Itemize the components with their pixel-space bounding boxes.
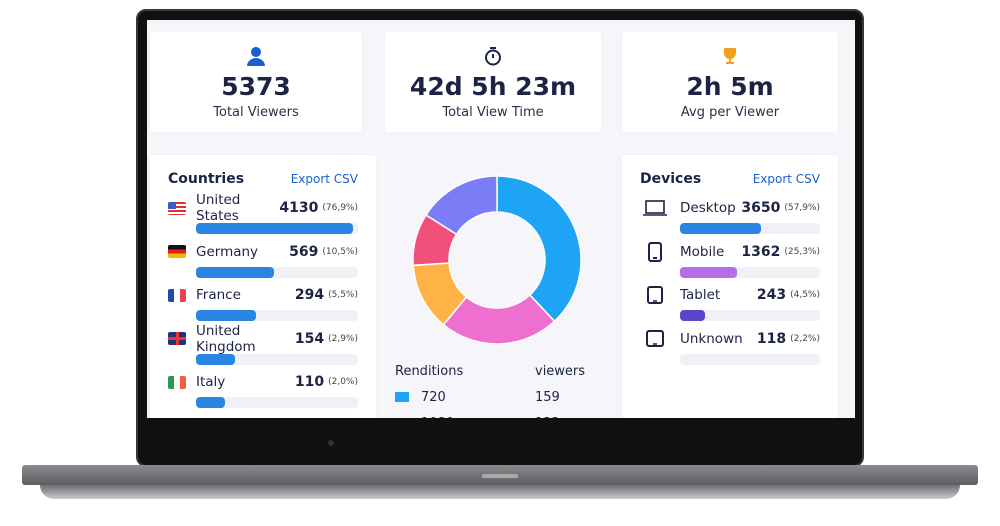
flag-icon [168, 245, 186, 258]
renditions-donut-chart [412, 175, 582, 345]
device-name: Mobile [680, 243, 725, 260]
flag-icon [168, 332, 186, 345]
country-row: United States 4130 (76,9%) [168, 192, 358, 241]
export-csv-button[interactable]: Export CSV [752, 172, 820, 186]
camera [328, 440, 334, 446]
device-count: 118 [756, 330, 787, 347]
rendition-name: 720 [421, 389, 446, 405]
stat-total-viewers: 5373 Total Viewers [150, 32, 362, 132]
device-name: Tablet [680, 287, 721, 303]
device-percent: (2,2%) [790, 333, 820, 344]
progress-track [680, 223, 820, 234]
device-percent: (4,5%) [790, 290, 820, 300]
trophy-icon [622, 46, 838, 68]
country-percent: (76,9%) [322, 203, 358, 213]
donut-segment [425, 175, 498, 236]
device-row: Unknown 118 (2,2%) [640, 328, 820, 372]
device-row: Mobile 1362 (25,3%) [640, 241, 820, 285]
progress-fill [196, 266, 274, 278]
progress-fill [196, 353, 235, 365]
country-row: United Kingdom 154 (2,9%) [168, 323, 358, 372]
device-count: 3650 [741, 200, 781, 216]
progress-track [196, 397, 358, 408]
progress-fill [196, 310, 256, 321]
legend-swatch [395, 392, 409, 402]
stat-total-view-time: 42d 5h 23m Total View Time [385, 32, 601, 132]
device-count: 243 [756, 287, 787, 303]
progress-track [680, 310, 820, 321]
progress-track [196, 266, 358, 278]
user-icon [150, 46, 362, 68]
panel-title: Countries [168, 171, 245, 187]
stat-value: 42d 5h 23m [409, 72, 577, 101]
progress-track [196, 223, 358, 234]
devices-panel: Devices Export CSV Desktop 3650 (57,9%) Mobi… [622, 155, 838, 418]
progress-fill [196, 397, 226, 408]
laptop-notch [482, 474, 518, 478]
device-name: Unknown [680, 330, 743, 347]
laptop-base-edge [40, 485, 960, 499]
progress-track [196, 353, 358, 365]
stopwatch-icon [385, 46, 601, 68]
rendition-name: 1080 [421, 416, 535, 419]
stat-value: 5373 [221, 72, 291, 101]
stat-label: Avg per Viewer [680, 105, 780, 120]
panel-title: Devices [640, 171, 702, 187]
countries-panel: Countries Export CSV United States 4130 (76… [150, 155, 376, 418]
country-row: Germany 569 (10,5%) [168, 241, 358, 285]
stat-value: 2h 5m [686, 72, 774, 101]
stat-label: Total View Time [442, 105, 544, 120]
dashboard-screen: 5373 Total Viewers 42d 5h 23m Total View… [147, 20, 855, 418]
country-percent: (2,9%) [328, 333, 358, 344]
rendition-row: 720 159 [395, 384, 585, 410]
device-percent: (25,3%) [784, 246, 820, 257]
country-name: United States [196, 192, 241, 224]
country-percent: (2,0%) [328, 377, 358, 387]
rendition-viewers: 122 [535, 416, 585, 419]
country-count: 569 [289, 243, 319, 260]
laptop-icon [643, 200, 667, 216]
flag-icon [168, 201, 186, 215]
rendition-viewers: 159 [535, 389, 560, 405]
stat-label: Total Viewers [213, 105, 299, 120]
country-name: Italy [196, 374, 226, 390]
progress-fill [196, 223, 354, 234]
mobile-icon [648, 241, 662, 262]
device-row: Desktop 3650 (57,9%) [640, 197, 820, 241]
unknown-device-icon [646, 329, 664, 347]
viewers-header: viewers [535, 363, 586, 379]
country-name: Germany [196, 243, 259, 260]
progress-track [680, 266, 820, 278]
progress-fill [680, 223, 762, 234]
country-percent: (10,5%) [322, 246, 358, 257]
export-csv-button[interactable]: Export CSV [290, 172, 358, 186]
progress-track [196, 310, 358, 321]
device-percent: (57,9%) [784, 203, 820, 213]
tablet-icon [647, 286, 663, 304]
renditions-legend: Renditions viewers 720 159 1080122 [395, 358, 585, 418]
device-row: Tablet 243 (4,5%) [640, 284, 820, 328]
device-count: 1362 [741, 243, 781, 260]
flag-icon [168, 288, 186, 302]
country-count: 110 [294, 374, 325, 390]
country-name: France [196, 287, 241, 303]
renditions-header: Renditions [395, 363, 464, 379]
country-row: France 294 (5,5%) [168, 284, 358, 328]
rendition-row: 1080122 [395, 410, 585, 419]
device-name: Desktop [680, 200, 736, 216]
country-count: 294 [294, 287, 325, 303]
country-name: United Kingdom [196, 322, 256, 355]
stat-avg-per-viewer: 2h 5m Avg per Viewer [622, 32, 838, 132]
flag-icon [168, 375, 186, 389]
country-percent: (5,5%) [328, 290, 358, 300]
country-count: 4130 [279, 200, 319, 216]
donut-segment [496, 175, 582, 323]
progress-track [680, 353, 820, 365]
country-count: 154 [294, 330, 325, 347]
progress-fill [680, 310, 706, 321]
progress-fill [680, 266, 738, 278]
country-row: Italy 110 (2,0%) [168, 371, 358, 415]
